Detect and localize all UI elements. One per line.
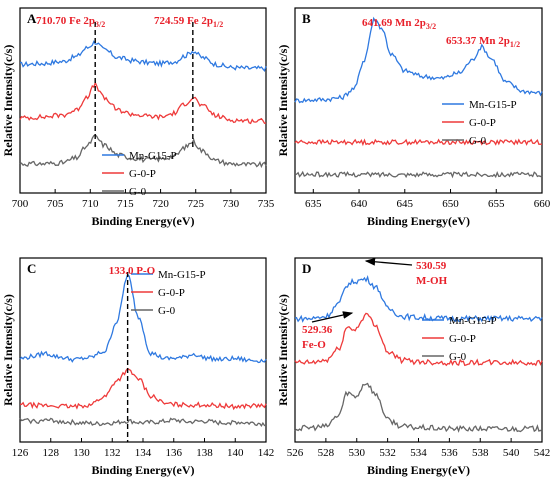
x-tick-label: 134 [135,447,152,459]
x-tick-label: 735 [258,198,275,210]
x-tick-label: 126 [12,447,29,459]
x-tick-label: 725 [187,198,204,210]
x-tick-label: 645 [397,198,414,210]
panel-D: 526 528 530 532 534 536 538 540 542 Binding Energ… [276,257,550,477]
series-line-g-0-p [294,312,543,367]
panel-letter: D [302,261,311,276]
legend-label: G-0-P [129,168,156,180]
legend-label: G-0 [158,305,176,317]
arrow-m-oh [364,257,413,266]
series-line-g-0 [19,417,267,428]
panel-B: 635 640 645 650 655 660 Binding Energy(eV) Rela… [276,7,550,228]
series-line-mn-g15-p [19,40,267,72]
series-line-mn-g15-p [294,274,543,323]
x-tick-label: 660 [534,198,550,210]
annotation-m-oh-label: M-OH [416,275,448,287]
annotation-fe-o-label: Fe-O [302,339,326,351]
annotation-p-o: 133.0 P-O [109,265,156,277]
series-line-g-0-p [294,138,543,147]
panel-C: 126 128 130 132 134 136 138 140 142 Binding Energ… [1,257,275,477]
x-tick-label: 128 [43,447,60,459]
plot-frame [294,7,543,194]
x-tick-label: 715 [117,198,134,210]
x-tick-label: 132 [104,447,121,459]
panel-letter: C [27,261,36,276]
series-line-g-0 [294,382,543,433]
x-axis-label: Binding Energy(eV) [91,463,194,477]
legend-label: G-0-P [449,333,476,345]
x-tick-label: 650 [442,198,459,210]
x-tick-label: 700 [12,198,29,210]
x-tick-label: 705 [47,198,64,210]
x-tick-label: 130 [73,447,90,459]
x-tick-label: 530 [349,447,366,459]
series-line-g-0 [294,170,543,179]
x-tick-label: 528 [318,447,335,459]
series-line-mn-g15-p [294,16,543,104]
legend-label: G-0-P [469,117,496,129]
series-line-g-0 [19,134,267,169]
x-axis-label: Binding Energy(eV) [367,463,470,477]
y-axis-label: Relative Intensity(c/s) [1,294,15,406]
series-line-g-0-p [19,367,267,411]
legend-label: G-0 [469,135,487,147]
legend-label: Mn-G15-P [129,150,177,162]
x-tick-label: 538 [472,447,489,459]
legend-label: G-0 [449,351,467,363]
annotation-fe-2p12: 724.59 Fe 2p1/2 [154,15,223,29]
x-tick-label: 536 [441,447,458,459]
legend-label: Mn-G15-P [449,315,497,327]
annotation-mn-2p32: 641.69 Mn 2p3/2 [362,17,436,31]
panel-A: 700 705 710 715 720 725 730 735 Binding Energy(e… [1,7,275,228]
x-tick-label: 720 [152,198,169,210]
plot-frame [19,257,267,443]
arrow-fe-o [311,311,354,323]
panel-letter: B [302,11,311,26]
x-tick-label: 640 [351,198,368,210]
annotation-fe-2p32: 710.70 Fe 2p3/2 [36,15,105,29]
legend-label: G-0-P [158,287,185,299]
plot-frame [19,7,267,194]
legend-label: Mn-G15-P [469,99,517,111]
x-tick-label: 138 [196,447,213,459]
annotation-m-oh-value: 530.59 [416,260,447,272]
x-tick-label: 526 [287,447,304,459]
x-tick-label: 540 [503,447,520,459]
legend-label: Mn-G15-P [158,269,206,281]
x-tick-label: 142 [258,447,275,459]
x-tick-label: 140 [227,447,244,459]
y-axis-label: Relative Intensity(c/s) [276,45,290,157]
x-tick-label: 635 [305,198,322,210]
x-tick-label: 730 [223,198,240,210]
x-tick-label: 534 [410,447,427,459]
x-axis-label: Binding Energy(eV) [91,214,194,228]
legend-label: G-0 [129,186,147,198]
y-axis-label: Relative Intensity(c/s) [1,45,15,157]
x-axis-label: Binding Energy(eV) [367,214,470,228]
x-tick-label: 532 [379,447,396,459]
x-tick-label: 655 [488,198,505,210]
annotation-mn-2p12: 653.37 Mn 2p1/2 [446,35,520,49]
y-axis-label: Relative Intensity(c/s) [276,294,290,406]
x-tick-label: 136 [166,447,183,459]
series-line-g-0-p [19,80,267,125]
annotation-fe-o-value: 529.36 [302,324,333,336]
x-tick-label: 542 [534,447,550,459]
x-tick-label: 710 [82,198,99,210]
panel-letter: A [27,11,37,26]
series-line-mn-g15-p [19,273,267,364]
